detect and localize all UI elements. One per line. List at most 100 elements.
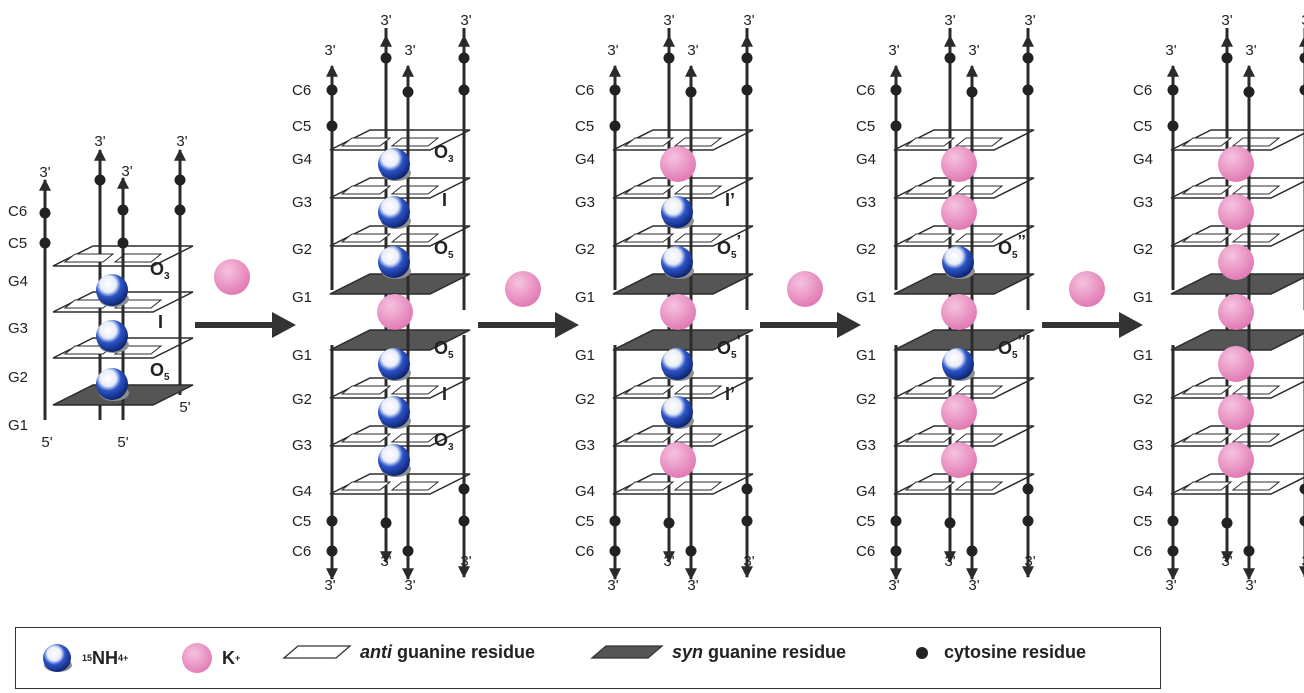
cytosine-dot bbox=[944, 52, 956, 64]
residue-label-g4: G4 bbox=[575, 483, 595, 500]
cytosine-dot bbox=[890, 120, 902, 132]
anti-tetrad-plane bbox=[52, 337, 194, 359]
cytosine-dot bbox=[741, 84, 753, 96]
residue-label-g4: G4 bbox=[575, 151, 595, 168]
residue-label-g4: G4 bbox=[1133, 483, 1153, 500]
three-prime-label: 3' bbox=[607, 42, 618, 59]
residue-label-g1: G1 bbox=[856, 347, 876, 364]
cytosine-dot bbox=[380, 52, 392, 64]
residue-label-g4: G4 bbox=[8, 273, 28, 290]
three-prime-label: 3' bbox=[380, 12, 391, 29]
ammonium-ion bbox=[942, 246, 974, 278]
anti-tetrad-plane bbox=[893, 473, 1035, 495]
cytosine-dot bbox=[39, 207, 51, 219]
ammonium-ion bbox=[661, 196, 693, 228]
residue-label-c6: C6 bbox=[292, 82, 311, 99]
anti-plane-icon bbox=[282, 644, 352, 659]
cytosine-dot bbox=[1299, 84, 1304, 96]
site-label-o3: O3 bbox=[434, 430, 454, 453]
three-prime-label: 3' bbox=[743, 12, 754, 29]
anti-residue bbox=[340, 481, 392, 491]
residue-label-c5: C5 bbox=[292, 513, 311, 530]
potassium-ion bbox=[1218, 244, 1254, 280]
anti-residue bbox=[1181, 385, 1233, 395]
three-prime-label: 3' bbox=[968, 42, 979, 59]
potassium-ion bbox=[1218, 146, 1254, 182]
anti-residue bbox=[954, 185, 1004, 195]
ammonium-subscript: 4 bbox=[118, 653, 124, 663]
three-prime-label: 3' bbox=[1301, 12, 1304, 29]
anti-residue bbox=[340, 185, 392, 195]
anti-tetrad-plane bbox=[893, 225, 1035, 247]
syn-tetrad-plane bbox=[329, 273, 471, 295]
anti-residue bbox=[1231, 185, 1281, 195]
potassium-ion bbox=[941, 146, 977, 182]
three-prime-label: 3' bbox=[324, 42, 335, 59]
potassium-ion bbox=[941, 442, 977, 478]
cytosine-dot bbox=[1243, 545, 1255, 557]
site-label-o5-double-prime: O5’’ bbox=[998, 233, 1026, 261]
three-prime-label: 3' bbox=[176, 133, 187, 150]
three-prime-label: 3' bbox=[460, 12, 471, 29]
residue-label-g3: G3 bbox=[8, 320, 28, 337]
anti-residue bbox=[623, 233, 675, 243]
cytosine-dot bbox=[1022, 52, 1034, 64]
cytosine-dot bbox=[1167, 515, 1179, 527]
residue-label-c6: C6 bbox=[1133, 82, 1152, 99]
residue-label-c5: C5 bbox=[856, 513, 875, 530]
three-prime-label: 3' bbox=[1245, 42, 1256, 59]
anti-residue bbox=[904, 481, 956, 491]
site-label-i: I bbox=[442, 190, 447, 210]
potassium-ion-icon bbox=[182, 643, 212, 673]
residue-label-g3: G3 bbox=[856, 437, 876, 454]
residue-label-g1: G1 bbox=[1133, 289, 1153, 306]
potassium-ion bbox=[1218, 442, 1254, 478]
anti-residue bbox=[673, 233, 723, 243]
residue-label-g2: G2 bbox=[575, 391, 595, 408]
syn-tetrad-plane bbox=[893, 329, 1035, 351]
ammonium-ion bbox=[378, 444, 410, 476]
ammonium-ion bbox=[661, 348, 693, 380]
anti-residue bbox=[390, 481, 440, 491]
cytosine-dot bbox=[663, 52, 675, 64]
ammonium-ion-icon bbox=[43, 644, 72, 672]
reaction-arrow-3-head bbox=[837, 312, 861, 338]
reaction-arrow-2-head bbox=[555, 312, 579, 338]
residue-label-g1: G1 bbox=[292, 347, 312, 364]
anti-residue bbox=[673, 481, 723, 491]
cytosine-dot bbox=[117, 237, 129, 249]
cytosine-dot bbox=[1221, 52, 1233, 64]
cytosine-dot bbox=[1299, 52, 1304, 64]
cytosine-dot bbox=[609, 515, 621, 527]
structure-4-dimer: 3' 3' 3' 3' 3' 3' 3' 3' C6 C5 G4 G3 G2 G1 G1 G2 G3 G4 C5 C6… bbox=[856, 12, 1036, 594]
five-prime-label: 5' bbox=[179, 399, 190, 416]
three-prime-label: 3' bbox=[94, 133, 105, 150]
potassium-ion bbox=[660, 294, 696, 330]
three-prime-label: 3' bbox=[324, 577, 335, 594]
three-prime-label: 3' bbox=[1221, 12, 1232, 29]
added-k-ion-2 bbox=[505, 271, 541, 307]
ammonium-ion bbox=[378, 196, 410, 228]
residue-label-g2: G2 bbox=[1133, 391, 1153, 408]
anti-residue bbox=[340, 433, 392, 443]
cytosine-dot bbox=[944, 517, 956, 529]
residue-label-g3: G3 bbox=[1133, 437, 1153, 454]
residue-label-g2: G2 bbox=[575, 241, 595, 258]
residue-label-g2: G2 bbox=[292, 391, 312, 408]
site-label-o3: O3 bbox=[150, 259, 170, 282]
cytosine-dot bbox=[890, 515, 902, 527]
residue-label-g3: G3 bbox=[575, 194, 595, 211]
potassium-charge: + bbox=[235, 653, 241, 663]
anti-residue bbox=[1231, 137, 1281, 147]
potassium-ion bbox=[660, 442, 696, 478]
anti-residue bbox=[1231, 385, 1281, 395]
residue-label-g2: G2 bbox=[856, 241, 876, 258]
cytosine-dot bbox=[1022, 483, 1034, 495]
legend-anti-guanine: anti guanine residue bbox=[282, 642, 535, 663]
legend-box: 15 NH 4 + K + anti guanine residue syn guanine… bbox=[15, 627, 1161, 689]
anti-residue bbox=[904, 233, 956, 243]
cytosine-dot bbox=[663, 517, 675, 529]
residue-label-g1: G1 bbox=[856, 289, 876, 306]
residue-label-c5: C5 bbox=[575, 118, 594, 135]
cytosine-dot bbox=[890, 545, 902, 557]
